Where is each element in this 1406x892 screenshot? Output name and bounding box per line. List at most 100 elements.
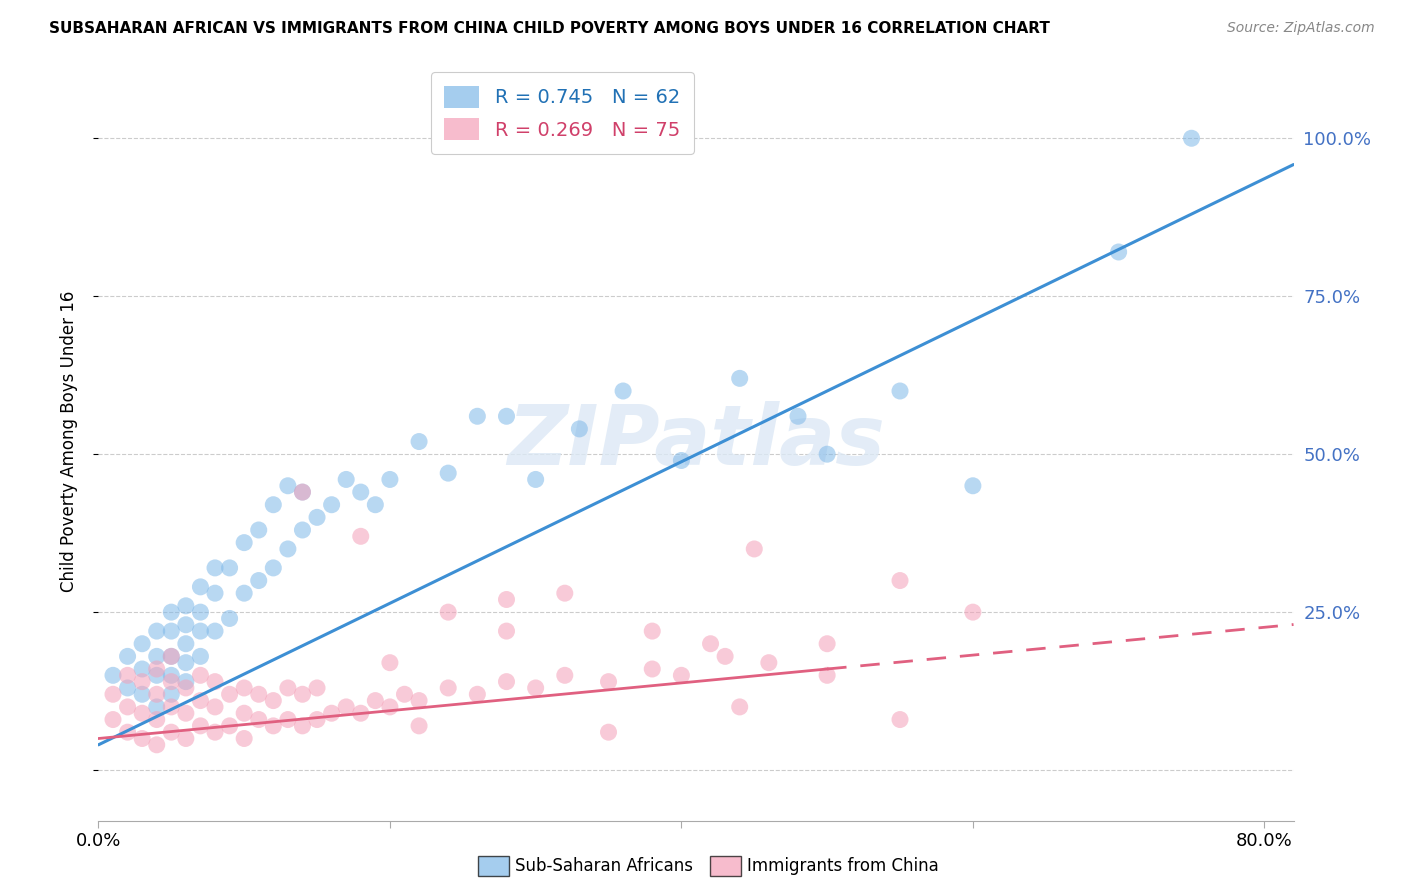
Point (233, 681, 256, 695)
Point (190, 605, 212, 619)
Text: Immigrants from China: Immigrants from China (747, 857, 938, 875)
Point (378, 656, 401, 670)
Point (247, 523, 270, 537)
Point (335, 473, 357, 487)
Point (495, 624, 517, 639)
Point (101, 687, 124, 701)
Point (174, 706, 197, 721)
Point (495, 592, 517, 607)
Point (394, 687, 416, 701)
Point (467, 409, 489, 424)
Point (889, 574, 911, 588)
Point (160, 674, 183, 689)
Point (101, 713, 124, 727)
Point (1108, 244, 1130, 259)
Point (671, 668, 693, 682)
Point (145, 738, 167, 752)
Point (262, 693, 284, 707)
Point (889, 713, 911, 727)
Point (305, 713, 328, 727)
Point (277, 541, 299, 556)
Point (131, 731, 153, 746)
Point (612, 384, 634, 398)
Point (233, 586, 256, 600)
Legend: R = 0.745   N = 62, R = 0.269   N = 75: R = 0.745 N = 62, R = 0.269 N = 75 (430, 72, 693, 154)
Point (145, 668, 167, 682)
Point (262, 498, 284, 512)
Point (233, 706, 256, 721)
Point (247, 713, 270, 727)
Point (962, 605, 984, 619)
Point (378, 473, 401, 487)
Point (524, 681, 547, 695)
Point (218, 719, 240, 733)
Point (277, 479, 299, 493)
Point (742, 541, 765, 556)
Point (131, 706, 153, 721)
Point (467, 687, 489, 701)
Point (305, 510, 328, 524)
Point (641, 624, 664, 639)
Point (554, 586, 576, 600)
Point (218, 561, 240, 575)
Point (350, 485, 373, 500)
Point (131, 662, 153, 676)
Point (277, 681, 299, 695)
Point (190, 580, 212, 594)
Point (160, 649, 183, 664)
Point (218, 687, 240, 701)
Point (641, 662, 664, 676)
Point (728, 699, 751, 714)
Point (437, 466, 460, 480)
Point (160, 687, 183, 701)
Point (262, 561, 284, 575)
Text: ZIPatlas: ZIPatlas (508, 401, 884, 482)
Point (174, 617, 197, 632)
Point (131, 637, 153, 651)
Point (145, 649, 167, 664)
Point (190, 693, 212, 707)
Point (174, 731, 197, 746)
Point (787, 409, 810, 424)
Point (598, 725, 620, 739)
Point (204, 561, 226, 575)
Point (160, 668, 183, 682)
Point (174, 637, 197, 651)
Point (233, 731, 256, 746)
Point (204, 624, 226, 639)
Point (495, 674, 517, 689)
Text: Source: ZipAtlas.com: Source: ZipAtlas.com (1227, 21, 1375, 35)
Point (714, 649, 737, 664)
Point (262, 719, 284, 733)
Point (117, 699, 139, 714)
Point (1369, 131, 1392, 145)
Point (160, 725, 183, 739)
Point (291, 485, 314, 500)
Point (321, 706, 343, 721)
Point (305, 681, 328, 695)
Point (145, 699, 167, 714)
Point (277, 713, 299, 727)
Point (554, 668, 576, 682)
Point (408, 434, 430, 449)
Point (145, 687, 167, 701)
Point (190, 649, 212, 664)
Point (204, 725, 226, 739)
Point (160, 624, 183, 639)
Point (815, 447, 838, 461)
Point (598, 674, 620, 689)
Point (190, 668, 212, 682)
Point (145, 624, 167, 639)
Y-axis label: Child Poverty Among Boys Under 16: Child Poverty Among Boys Under 16 (59, 291, 77, 592)
Point (160, 699, 183, 714)
Point (174, 674, 197, 689)
Point (321, 498, 343, 512)
Point (145, 662, 167, 676)
Point (101, 668, 124, 682)
Point (408, 719, 430, 733)
Point (117, 725, 139, 739)
Point (728, 371, 751, 385)
Point (204, 674, 226, 689)
Point (174, 599, 197, 613)
Point (699, 637, 721, 651)
